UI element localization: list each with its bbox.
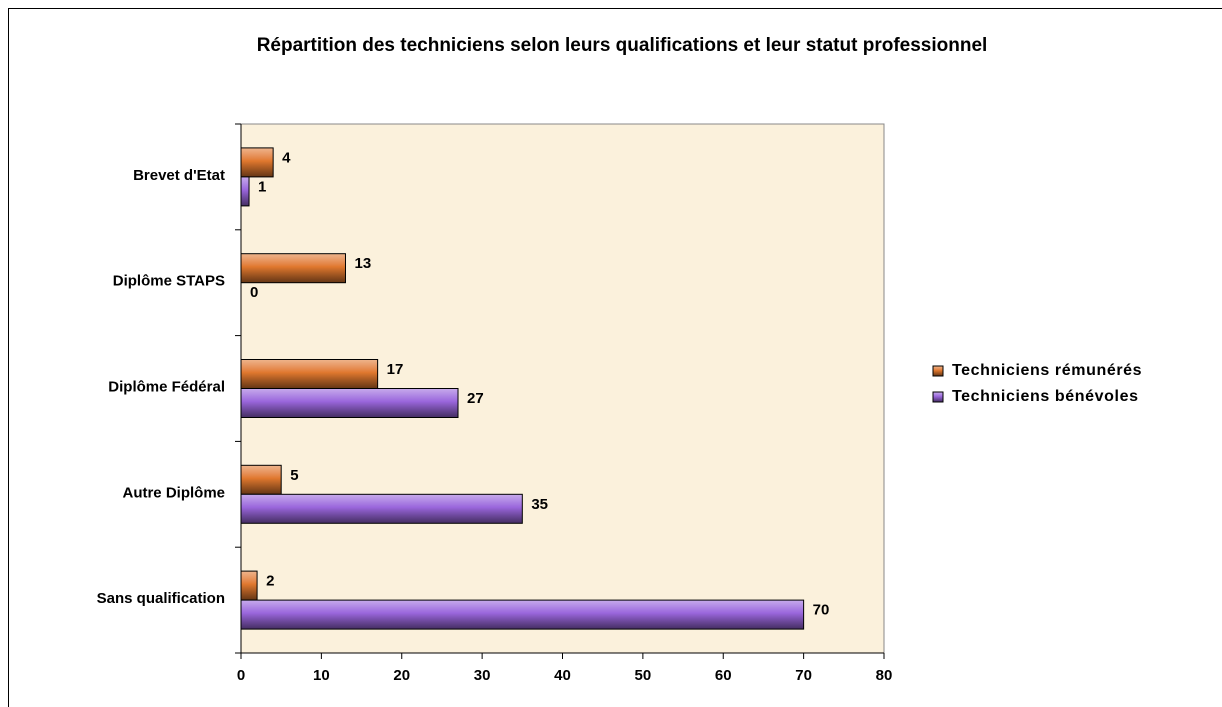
bar <box>240 147 274 178</box>
data-label: 4 <box>282 149 291 166</box>
legend-swatch <box>932 365 944 377</box>
x-tick-label: 10 <box>313 667 330 684</box>
chart-border <box>8 8 1222 707</box>
bar <box>240 359 379 389</box>
y-tick-label: Autre Diplôme <box>122 484 225 501</box>
y-tick-label: Diplôme Fédéral <box>108 378 225 395</box>
bar <box>240 493 523 524</box>
data-label: 27 <box>467 390 484 407</box>
data-label: 35 <box>531 496 548 513</box>
bar <box>240 253 346 284</box>
x-tick-label: 40 <box>554 667 571 684</box>
x-tick-label: 20 <box>393 667 410 684</box>
y-tick-label: Brevet d'Etat <box>133 167 225 184</box>
x-tick-label: 70 <box>795 667 812 684</box>
data-label: 2 <box>266 573 274 590</box>
bar <box>240 176 250 207</box>
x-tick-label: 60 <box>715 667 732 684</box>
legend-swatch <box>932 391 944 403</box>
bar <box>240 388 459 418</box>
data-label: 70 <box>813 602 830 619</box>
chart-title: Répartition des techniciens selon leurs … <box>256 35 988 56</box>
legend-label: Techniciens rémunérés <box>952 362 1142 379</box>
data-label: 1 <box>258 178 266 195</box>
bar <box>240 464 282 495</box>
y-tick-label: Sans qualification <box>97 590 225 607</box>
bar <box>240 599 805 630</box>
x-tick-label: 30 <box>474 667 491 684</box>
data-label: 13 <box>354 255 371 272</box>
x-tick-label: 50 <box>635 667 652 684</box>
x-tick-label: 80 <box>876 667 893 684</box>
data-label: 0 <box>250 284 258 301</box>
data-label: 5 <box>290 467 298 484</box>
bar <box>240 570 258 601</box>
y-tick-label: Diplôme STAPS <box>113 273 225 290</box>
x-tick-label: 0 <box>237 667 245 684</box>
legend-label: Techniciens bénévoles <box>952 388 1139 405</box>
data-label: 17 <box>387 361 404 378</box>
